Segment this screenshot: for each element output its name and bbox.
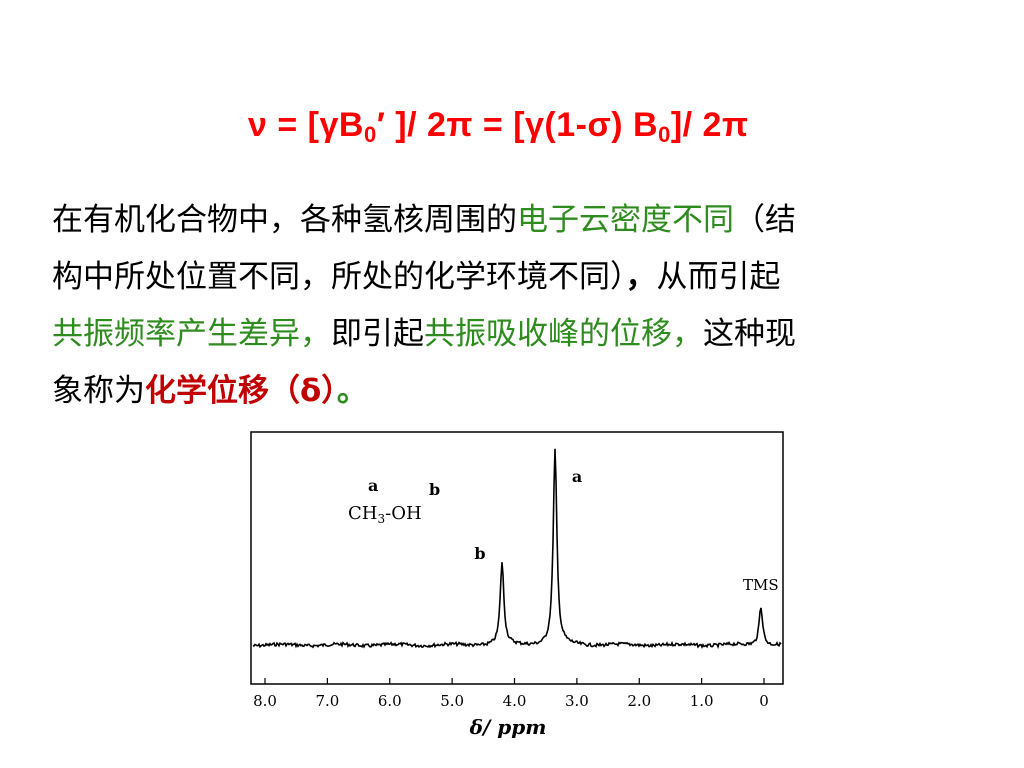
peak-label-tms: TMS	[743, 576, 779, 594]
molecule-oh: OH	[391, 503, 421, 524]
molecule-label-a: a	[368, 476, 378, 495]
x-axis-label-text: δ/ ppm	[469, 715, 547, 739]
x-axis-ticks: 8.0 7.0 6.0 5.0 4.0 3.0 2.0 1.0 0	[253, 678, 769, 710]
line1-text-a: 在有机化合物中，各种氢核周围的	[52, 202, 517, 238]
line3-highlight-1: 共振频率产生差异，	[52, 316, 331, 352]
peak-label-b: b	[474, 544, 485, 563]
formula-sub-b: 0	[658, 122, 671, 147]
paragraph-line-4: 象称为化学位移（δ）。	[52, 363, 982, 420]
x-axis-label: δ/ ppm	[469, 715, 547, 739]
formula-sub-a: 0	[363, 122, 377, 147]
x-tick-label: 3.0	[565, 692, 589, 710]
paragraph-line-3: 共振频率产生差异，即引起共振吸收峰的位移，这种现	[52, 306, 982, 363]
line4-period: 。	[336, 373, 368, 409]
paragraph-line-2: 构中所处位置不同，所处的化学环境不同），从而引起	[52, 249, 982, 306]
line2-text-c: 从而引起	[656, 259, 781, 295]
line2-comma: ，	[625, 259, 657, 295]
nmr-spectrum-chart: 8.0 7.0 6.0 5.0 4.0 3.0 2.0 1.0 0 b a TMS a b CH3-…	[250, 431, 784, 739]
plot-frame	[250, 431, 784, 685]
molecule-formula: CH3-OH	[348, 503, 422, 526]
x-tick-label: 2.0	[627, 692, 651, 710]
paragraph-line-1: 在有机化合物中，各种氢核周围的电子云密度不同（结	[52, 192, 982, 249]
formula-part-c: ]/ 2π	[670, 106, 749, 144]
molecule-sub3: 3	[377, 512, 385, 526]
spectrum-trace	[252, 448, 782, 649]
chemical-shift-term: 化学位移（δ）	[145, 373, 337, 409]
x-tick-label: 1.0	[690, 692, 714, 710]
peak-label-a: a	[572, 467, 582, 486]
molecule-label-b: b	[429, 480, 440, 499]
molecule-bond: -	[385, 503, 391, 524]
line3-highlight-2: 共振吸收峰的位移，	[424, 316, 703, 352]
x-tick-label: 4.0	[503, 692, 527, 710]
chemical-shift-formula: ν = [γB0′ ]/ 2π = [γ(1-σ) B0]/ 2π	[248, 106, 748, 148]
formula-part-a: ν = [γB	[248, 106, 364, 144]
explanation-paragraph: 在有机化合物中，各种氢核周围的电子云密度不同（结 构中所处位置不同，所处的化学环…	[52, 192, 982, 420]
x-tick-label: 0	[759, 692, 769, 710]
x-tick-label: 6.0	[378, 692, 402, 710]
line4-text-a: 象称为	[52, 373, 145, 409]
molecule-ch: CH	[348, 503, 377, 524]
line3-text-d: 这种现	[703, 316, 796, 352]
line1-text-c: （结	[734, 202, 796, 238]
x-tick-label: 8.0	[253, 692, 277, 710]
line3-text-b: 即引起	[331, 316, 424, 352]
peak-labels: b a TMS	[474, 467, 778, 594]
line2-text-a: 构中所处位置不同，所处的化学环境不同）	[52, 259, 626, 295]
line1-highlight: 电子云密度不同	[517, 202, 734, 238]
formula-part-b: ′ ]/ 2π = [γ(1-σ) B	[376, 106, 659, 144]
x-tick-label: 7.0	[315, 692, 339, 710]
x-tick-label: 5.0	[440, 692, 464, 710]
